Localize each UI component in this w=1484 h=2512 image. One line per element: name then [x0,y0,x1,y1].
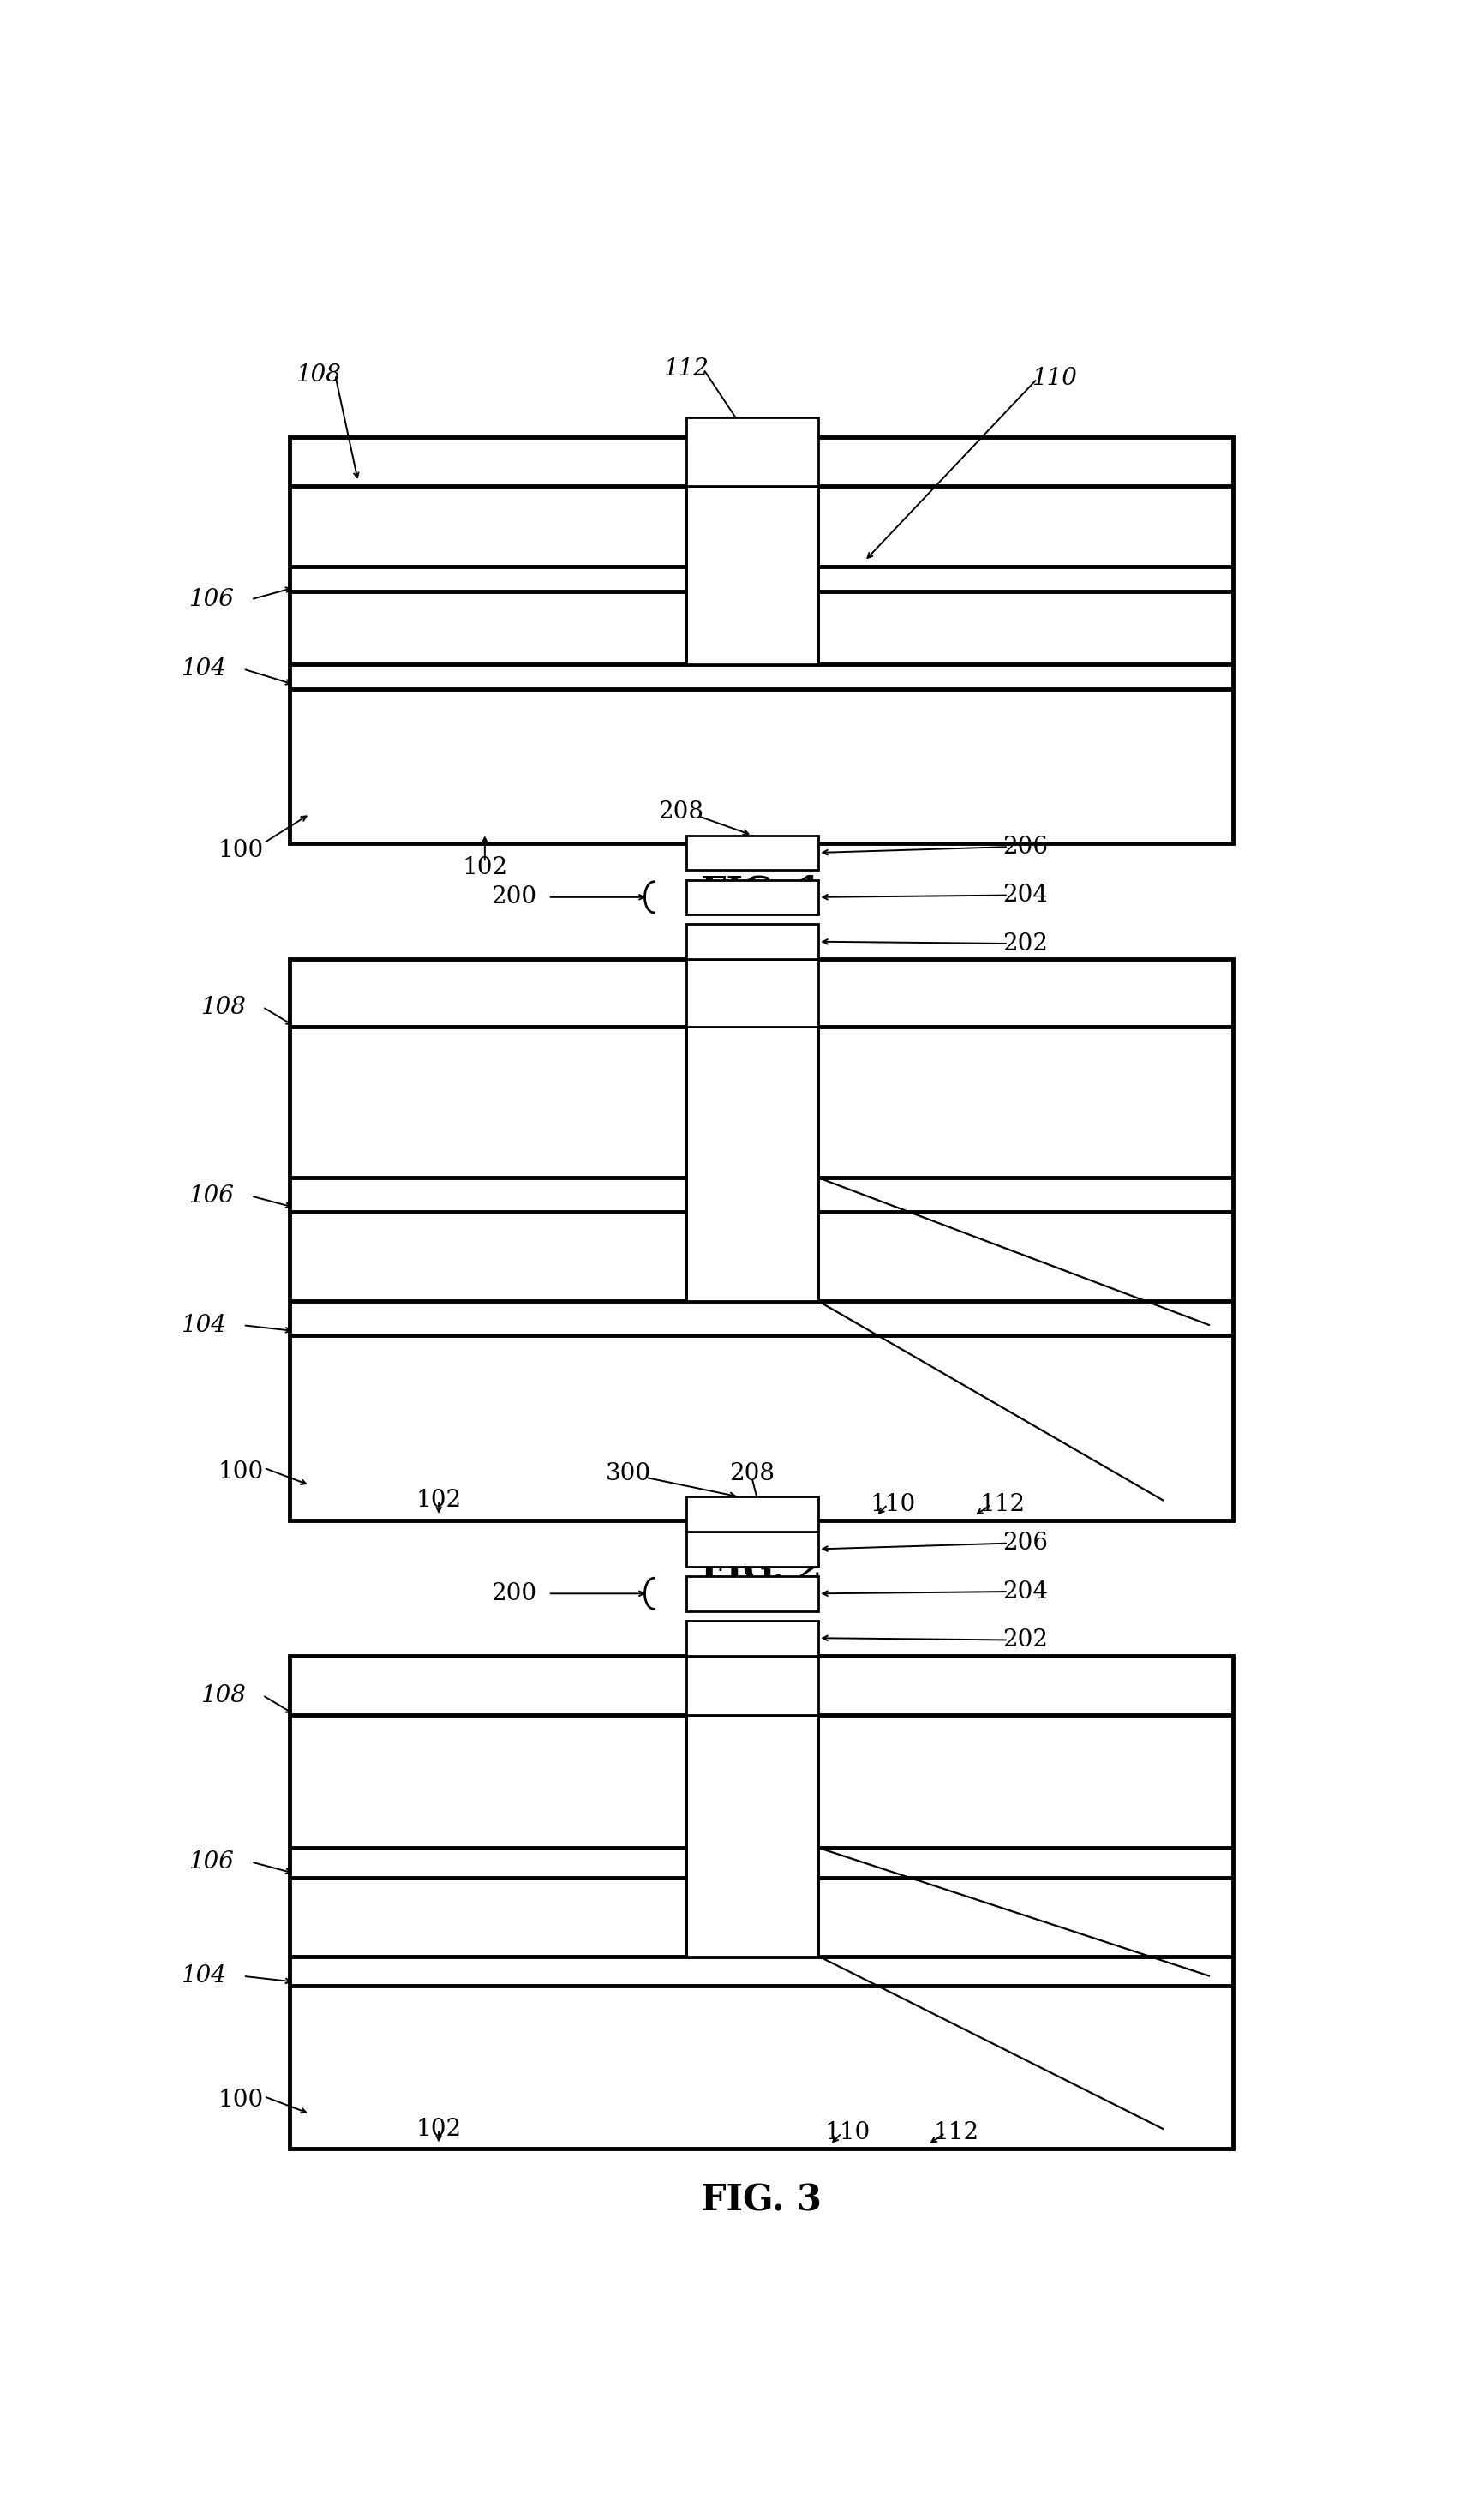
Bar [686,485,818,663]
Bar [686,417,818,485]
Text: 100: 100 [218,2087,264,2113]
Text: 206: 206 [1002,1532,1048,1555]
Bar [289,437,1232,844]
Text: 108: 108 [200,1683,245,1706]
Text: 112: 112 [979,1492,1025,1517]
Text: 208: 208 [657,801,703,824]
Text: 200: 200 [491,1583,536,1605]
Text: 108: 108 [295,364,340,387]
Text: 204: 204 [1002,884,1048,907]
Bar [686,836,818,869]
Text: 200: 200 [491,887,536,909]
Text: 110: 110 [1031,367,1076,389]
Bar [686,1027,818,1301]
Bar [686,1620,818,1655]
Bar [686,1532,818,1567]
Bar [686,1575,818,1610]
Text: 106: 106 [188,1851,234,1874]
Text: 104: 104 [181,1964,226,1987]
Text: 102: 102 [416,1490,462,1512]
Text: 100: 100 [218,839,264,862]
Text: 108: 108 [200,995,245,1020]
Text: 110: 110 [870,1492,916,1517]
Bar [686,1655,818,1716]
Bar [289,960,1232,1520]
Text: 104: 104 [181,658,226,681]
Bar [686,1497,818,1532]
Text: FIG. 1: FIG. 1 [700,874,821,909]
Bar [686,924,818,960]
Text: 112: 112 [663,357,708,382]
Text: 208: 208 [729,1462,775,1485]
Bar [686,1716,818,1957]
Text: 202: 202 [1002,1628,1048,1650]
Text: 206: 206 [1002,836,1048,859]
Text: 106: 106 [188,588,234,610]
Text: 102: 102 [462,857,508,879]
Text: 110: 110 [824,2123,870,2145]
Text: 104: 104 [181,1314,226,1336]
Text: FIG. 3: FIG. 3 [700,2183,821,2218]
Text: 102: 102 [416,2118,462,2140]
Text: 100: 100 [218,1459,264,1482]
Bar [686,960,818,1027]
Text: 112: 112 [933,2123,979,2145]
Text: 300: 300 [605,1462,651,1485]
Text: 106: 106 [188,1186,234,1208]
Bar [686,879,818,914]
Bar [289,1655,1232,2148]
Text: 204: 204 [1002,1580,1048,1603]
Text: 202: 202 [1002,932,1048,955]
Text: FIG. 2: FIG. 2 [700,1552,821,1588]
